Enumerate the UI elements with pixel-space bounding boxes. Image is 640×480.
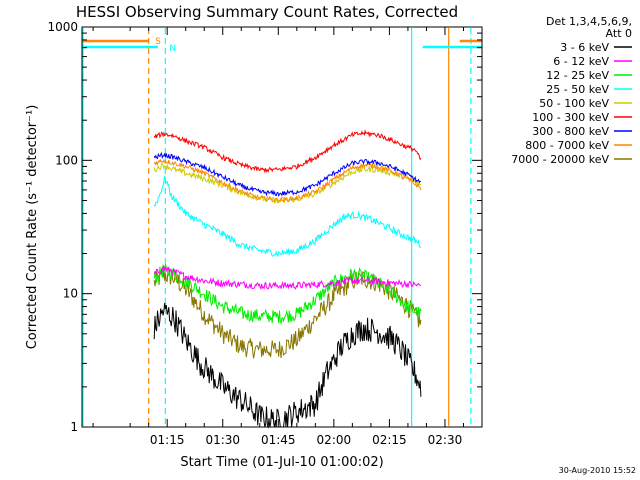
legend-header: Att 0 <box>606 27 632 40</box>
y-tick-label: 1000 <box>47 20 78 34</box>
legend-entry: 25 - 50 keV <box>546 83 609 96</box>
legend-entry: 3 - 6 keV <box>560 41 609 54</box>
chart-title: HESSI Observing Summary Count Rates, Cor… <box>76 3 458 21</box>
x-tick-label: 01:45 <box>261 433 296 447</box>
y-tick-label: 100 <box>55 153 78 167</box>
legend-entry: 50 - 100 keV <box>539 97 609 110</box>
series-layer <box>153 129 422 429</box>
series-line <box>153 158 422 204</box>
x-tick-label: 02:30 <box>428 433 463 447</box>
flag-label: S <box>155 37 161 47</box>
series-line <box>153 268 422 359</box>
legend-entry: 300 - 800 keV <box>532 125 609 138</box>
x-tick-label: 02:15 <box>372 433 407 447</box>
legend-header: Det 1,3,4,5,6,9, <box>546 15 632 28</box>
y-tick-label: 1 <box>70 420 78 434</box>
legend-entry: 7000 - 20000 keV <box>511 153 609 166</box>
series-line <box>153 129 422 174</box>
x-tick-label: 02:00 <box>317 433 352 447</box>
flag-label: N <box>169 44 176 54</box>
x-axis-label: Start Time (01-Jul-10 01:00:02) <box>180 455 383 470</box>
series-line <box>153 265 422 290</box>
legend-entry: 800 - 7000 keV <box>525 139 609 152</box>
series-line <box>153 175 422 258</box>
y-tick-label: 10 <box>63 287 78 301</box>
y-axis-label: Corrected Count Rate (s⁻¹ detector⁻¹) <box>25 105 40 350</box>
timestamp: 30-Aug-2010 15:52 <box>559 466 636 475</box>
series-line <box>153 151 422 198</box>
marker-layer: SN <box>82 28 482 426</box>
plot-frame <box>81 26 483 428</box>
legend-entry: 6 - 12 keV <box>553 55 609 68</box>
legend-entry: 12 - 25 keV <box>546 69 609 82</box>
legend-entry: 100 - 300 keV <box>532 111 609 124</box>
x-tick-label: 01:30 <box>205 433 240 447</box>
x-tick-label: 01:15 <box>150 433 185 447</box>
axes-layer: 01:15 01:30 01:45 02:00 02:15 02:30 1 10 100 1000 <box>47 20 483 447</box>
